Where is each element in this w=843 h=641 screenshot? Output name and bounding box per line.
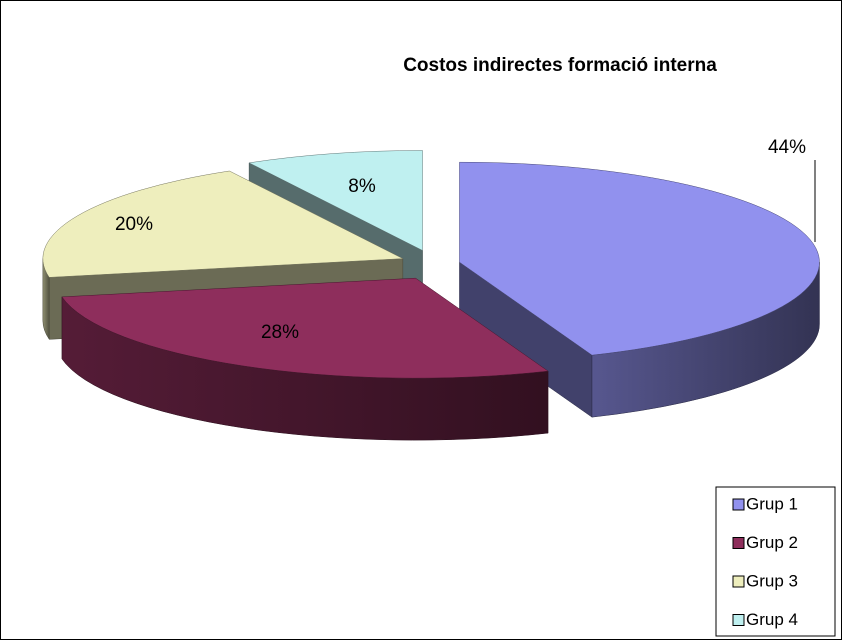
slice-top: [42, 170, 404, 278]
legend-swatch: [732, 498, 745, 511]
slice-top: [61, 277, 549, 379]
data-label: 20%: [115, 214, 153, 235]
legend-swatch: [732, 575, 745, 588]
legend-swatch: [732, 537, 745, 549]
data-label: 44%: [768, 137, 806, 158]
legend-box: [715, 486, 836, 637]
slice: [459, 161, 820, 418]
legend-label: Grup 2: [746, 533, 798, 552]
chart-title: Costos indirectes formació interna: [403, 55, 717, 76]
legend-swatch: [732, 614, 745, 626]
legend-label: Grup 3: [746, 571, 798, 590]
slice-top: [248, 150, 423, 251]
slice-top: [459, 161, 820, 356]
legend-label: Grup 4: [746, 610, 798, 629]
legend-label: Grup 1: [746, 494, 798, 513]
pie: [42, 150, 820, 441]
data-label: 28%: [261, 322, 299, 343]
data-label: 8%: [348, 176, 376, 197]
slice: [61, 277, 549, 441]
